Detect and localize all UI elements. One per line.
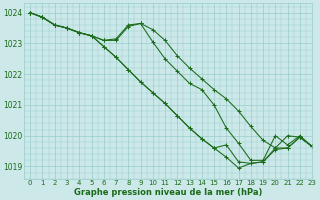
X-axis label: Graphe pression niveau de la mer (hPa): Graphe pression niveau de la mer (hPa) xyxy=(74,188,262,197)
